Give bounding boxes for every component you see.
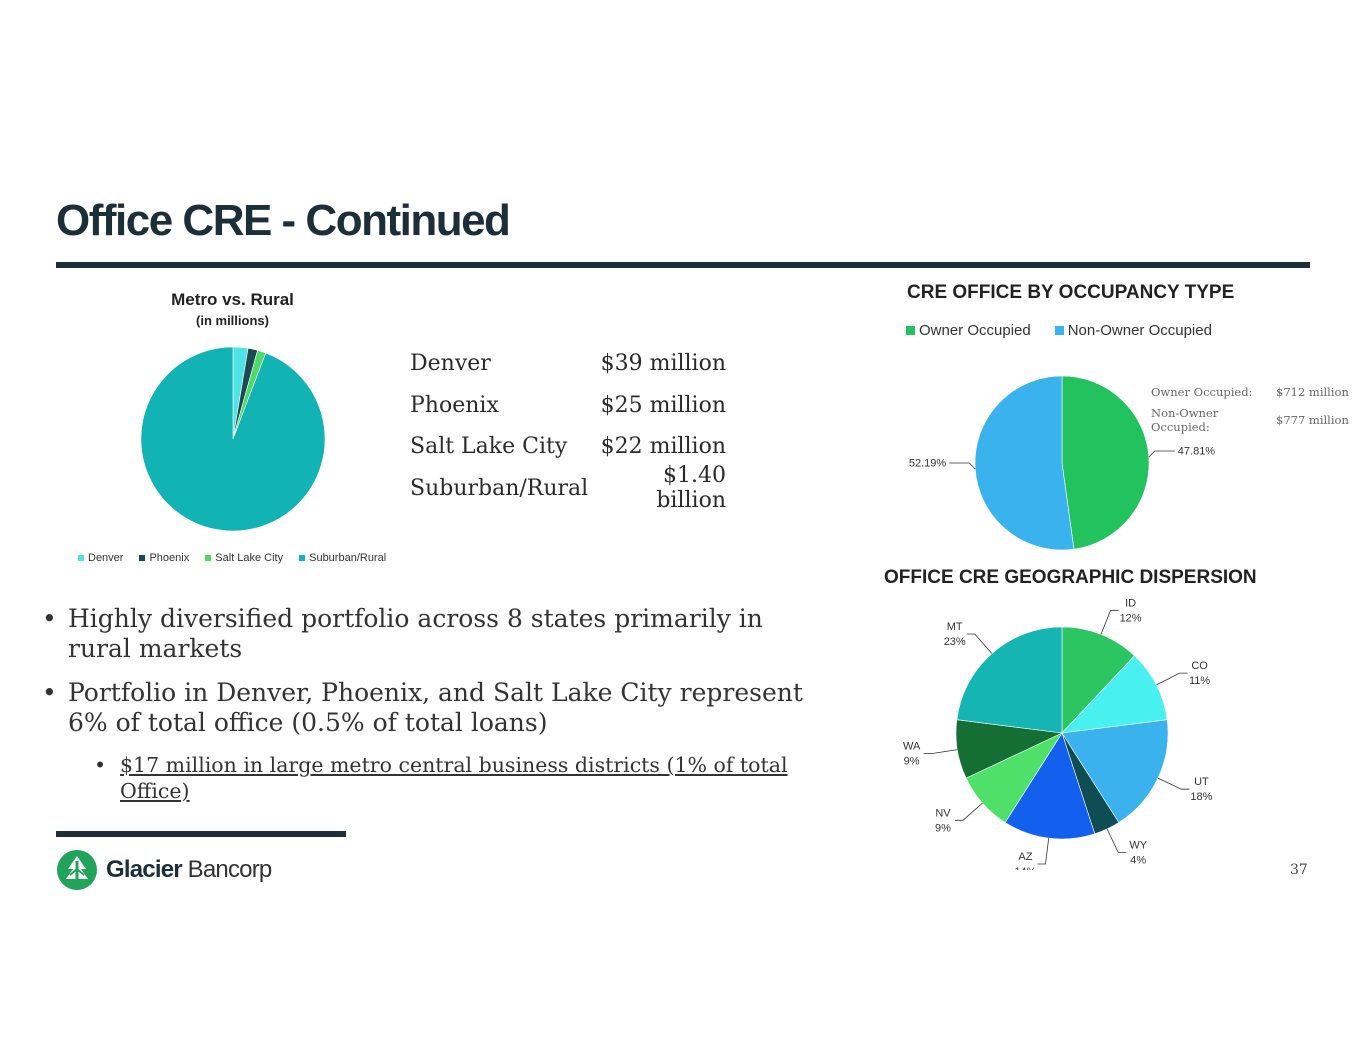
- geographic-pie-chart: ID 12% CO 11% UT 18% WY 4% AZ 14% NV 9% WA 9% MT 23%: [903, 597, 1213, 870]
- occupancy-legend: Owner Occupied Non-Owner Occupied: [906, 322, 1212, 339]
- label-leader-wy: [1106, 828, 1127, 853]
- legend-item-owner-occupied: Owner Occupied: [906, 322, 1031, 339]
- bullet-item: Portfolio in Denver, Phoenix, and Salt L…: [40, 678, 810, 738]
- metro-legend: Denver Phoenix Salt Lake City Suburban/R…: [78, 552, 386, 564]
- legend-item-salt-lake-city: Salt Lake City: [205, 552, 283, 564]
- pie-slice-co: [1061, 655, 1168, 734]
- city-row: Phoenix $25 million: [410, 385, 726, 427]
- data-label-wa: 9%: [904, 756, 920, 768]
- category-label-co: CO: [1191, 660, 1208, 672]
- city-name: Salt Lake City: [410, 434, 568, 460]
- data-label-non-owner-occupied: 52.19%: [909, 457, 947, 469]
- note-row: Non-Owner Occupied: $777 million: [1151, 406, 1349, 434]
- pie-slice-owner-occupied: [1061, 375, 1150, 550]
- label-leader-mt: [966, 633, 993, 654]
- data-label-wy: 4%: [1130, 854, 1146, 866]
- data-label-co: 11%: [1189, 675, 1210, 687]
- city-value: $22 million: [600, 434, 726, 460]
- data-label-owner-occupied: 47.81%: [1178, 446, 1216, 458]
- slide-title: Office CRE - Continued: [56, 196, 511, 245]
- data-label-id: 12%: [1120, 612, 1142, 624]
- label-leader-id: [1100, 609, 1119, 635]
- legend-item-denver: Denver: [78, 552, 123, 564]
- city-name: Suburban/Rural: [410, 475, 589, 501]
- title-divider: [56, 262, 1310, 268]
- page-number: 37: [1290, 862, 1308, 878]
- metro-chart-subtitle: (in millions): [196, 313, 269, 328]
- category-label-wa: WA: [903, 741, 921, 753]
- note-label: Non-Owner Occupied:: [1151, 406, 1219, 434]
- label-leader-owner-occupied: [1148, 450, 1175, 458]
- label-leader-co: [1156, 672, 1188, 686]
- occupancy-chart-title: CRE OFFICE BY OCCUPANCY TYPE: [907, 282, 1235, 303]
- city-value: $1.40 billion: [656, 463, 726, 514]
- occupancy-pie-chart: 47.81% 52.19%: [909, 375, 1216, 551]
- footer-divider: [56, 831, 346, 837]
- data-label-az: 14%: [1014, 866, 1036, 870]
- glacier-logo-icon: [57, 850, 97, 890]
- note-row: Owner Occupied: $712 million: [1151, 378, 1349, 406]
- city-name: Phoenix: [410, 392, 499, 418]
- label-leader-wa: [923, 749, 958, 755]
- legend-swatch-suburban-rural: [299, 555, 306, 561]
- pie-slice-id: [1061, 626, 1135, 734]
- sub-bullet-dot: •: [94, 753, 107, 777]
- category-label-ut: UT: [1194, 776, 1209, 788]
- sub-bullet-item: • $17 million in large metro central busi…: [94, 752, 810, 804]
- legend-item-phoenix: Phoenix: [139, 552, 189, 564]
- note-value: $712 million: [1276, 385, 1349, 399]
- logo-wordmark: Glacier Bancorp: [106, 856, 272, 883]
- bullet-item: Highly diversified portfolio across 8 st…: [40, 604, 810, 664]
- city-value-table: Denver $39 million Phoenix $25 million Sal…: [410, 343, 726, 513]
- category-label-wy: WY: [1129, 839, 1147, 851]
- city-row: Suburban/Rural $1.40 billion: [410, 463, 726, 513]
- pie-slice-az: [1004, 732, 1096, 840]
- note-value: $777 million: [1276, 413, 1349, 427]
- pie-slice-non-owner-occupied: [974, 375, 1075, 551]
- occupancy-notes: Owner Occupied: $712 million Non-Owner Oc…: [1151, 378, 1349, 434]
- category-label-nv: NV: [935, 807, 951, 819]
- label-leader-non-owner-occupied: [949, 462, 976, 470]
- city-row: Salt Lake City $22 million: [410, 426, 726, 468]
- label-leader-nv: [955, 802, 983, 821]
- legend-item-suburban-rural: Suburban/Rural: [299, 552, 386, 564]
- legend-swatch-salt-lake-city: [205, 555, 212, 561]
- category-label-id: ID: [1125, 597, 1136, 609]
- label-leader-az: [1037, 838, 1050, 865]
- sub-bullet-text: $17 million in large metro central busin…: [120, 753, 788, 803]
- city-row: Denver $39 million: [410, 343, 726, 385]
- note-label: Owner Occupied:: [1151, 385, 1253, 399]
- metro-pie-chart: [140, 346, 326, 532]
- legend-swatch-denver: [78, 555, 84, 561]
- legend-item-non-owner-occupied: Non-Owner Occupied: [1054, 322, 1212, 339]
- bullet-list: Highly diversified portfolio across 8 st…: [40, 604, 810, 804]
- legend-swatch-owner-occupied: [906, 326, 915, 335]
- category-label-mt: MT: [947, 621, 963, 633]
- metro-chart-title: Metro vs. Rural: [171, 290, 294, 309]
- geographic-chart-title: OFFICE CRE GEOGRAPHIC DISPERSION: [884, 567, 1257, 588]
- city-name: Denver: [410, 351, 491, 377]
- city-value: $25 million: [600, 392, 726, 418]
- city-value: $39 million: [600, 351, 726, 377]
- legend-swatch-phoenix: [139, 555, 146, 561]
- data-label-ut: 18%: [1190, 791, 1212, 803]
- legend-swatch-non-owner-occupied: [1054, 326, 1064, 335]
- label-leader-ut: [1157, 777, 1190, 790]
- pie-slice-mt: [956, 626, 1063, 734]
- category-label-az: AZ: [1018, 851, 1032, 863]
- company-logo: Glacier Bancorp: [56, 849, 272, 891]
- pie-slice-suburban-rural: [140, 346, 326, 532]
- data-label-nv: 9%: [935, 822, 951, 834]
- data-label-mt: 23%: [944, 636, 966, 648]
